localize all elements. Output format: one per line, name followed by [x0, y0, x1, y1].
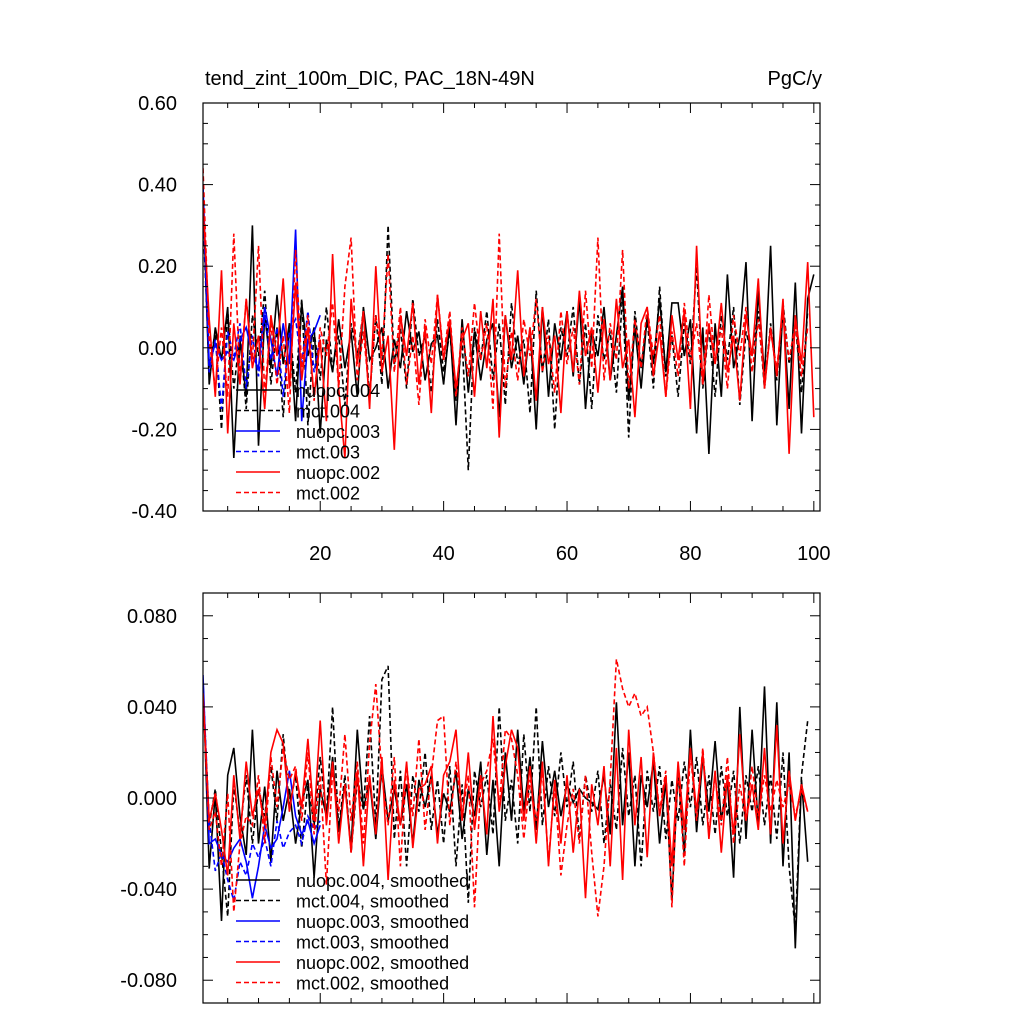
top-y-tick-label: 0.40: [138, 175, 177, 197]
bottom-y-tick-label: 0.040: [127, 697, 177, 719]
top-x-tick-label: 60: [556, 543, 578, 565]
top-panel-axes: -0.40 -0.20 0.00 0.20 0.40 0.60 20 40 60 80 100: [131, 93, 830, 565]
top-y-tick-label: -0.20: [131, 419, 177, 441]
top-y-tick-label: 0.60: [138, 93, 177, 115]
bottom-series-mct-003-smoothed: [203, 684, 321, 901]
top-legend-label: nuopc.004: [296, 381, 380, 401]
bottom-y-tick-label: -0.080: [120, 970, 177, 992]
top-legend-label: mct.002: [296, 484, 360, 504]
top-panel-title: tend_zint_100m_DIC, PAC_18N-49N: [205, 68, 535, 90]
top-legend-label: nuopc.003: [296, 422, 380, 442]
top-x-tick-label: 40: [433, 543, 455, 565]
bottom-panel: -0.080 -0.040 0.000 0.040 0.080 nuopc.004, s…: [120, 592, 821, 1004]
bottom-series-mct-002-smoothed: [203, 658, 809, 917]
top-legend-label: nuopc.002: [296, 463, 380, 483]
bottom-legend-label: nuopc.004, smoothed: [296, 871, 469, 891]
top-series-nuopc-002: [203, 204, 815, 459]
bottom-y-tick-label: -0.040: [120, 879, 177, 901]
top-legend-label: mct.003: [296, 443, 360, 463]
bottom-panel-series: [203, 658, 809, 949]
bottom-legend-label: mct.002, smoothed: [296, 974, 449, 994]
bottom-legend-label: mct.004, smoothed: [296, 892, 449, 912]
bottom-y-tick-label: 0.080: [127, 606, 177, 628]
bottom-legend-label: mct.003, smoothed: [296, 933, 449, 953]
top-y-tick-label: 0.20: [138, 256, 177, 278]
top-y-tick-label: -0.40: [131, 501, 177, 523]
top-x-tick-label: 100: [797, 543, 830, 565]
top-y-tick-label: 0.00: [138, 338, 177, 360]
bottom-y-tick-label: 0.000: [127, 788, 177, 810]
top-panel: tend_zint_100m_DIC, PAC_18N-49N PgC/y -0…: [131, 68, 830, 565]
bottom-panel-axes: -0.080 -0.040 0.000 0.040 0.080: [120, 592, 821, 1004]
top-legend-label: mct.004: [296, 402, 360, 422]
top-panel-series: [203, 168, 815, 471]
top-panel-legend: nuopc.004mct.004nuopc.003mct.003nuopc.00…: [236, 381, 380, 504]
top-series-mct-002: [203, 168, 809, 414]
bottom-legend-label: nuopc.002, smoothed: [296, 953, 469, 973]
top-x-tick-label: 20: [309, 543, 331, 565]
top-panel-units: PgC/y: [768, 68, 822, 90]
bottom-series-mct-004-smoothed: [203, 665, 809, 931]
top-x-tick-label: 80: [679, 543, 701, 565]
bottom-legend-label: nuopc.003, smoothed: [296, 912, 469, 932]
